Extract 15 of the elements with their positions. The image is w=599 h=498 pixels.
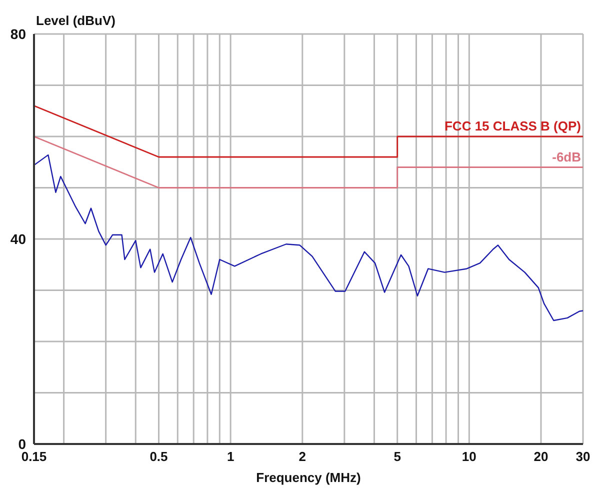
x-tick-label: 10 bbox=[462, 449, 476, 464]
y-tick-label: 0 bbox=[18, 436, 26, 452]
x-tick-label: 1 bbox=[226, 449, 234, 464]
x-axis-title: Frequency (MHz) bbox=[256, 470, 361, 485]
series-label: -6dB bbox=[552, 149, 581, 164]
x-tick-label: 30 bbox=[576, 449, 590, 464]
x-tick-label: 20 bbox=[534, 449, 548, 464]
x-tick-label: 2 bbox=[298, 449, 306, 464]
y-tick-label: 40 bbox=[10, 230, 26, 247]
x-tick-label: 5 bbox=[394, 449, 401, 464]
x-tick-label: 0.5 bbox=[150, 449, 168, 464]
series-label: FCC 15 CLASS B (QP) bbox=[444, 118, 581, 134]
x-tick-label: 0.15 bbox=[21, 449, 47, 464]
y-tick-label: 80 bbox=[10, 26, 26, 42]
y-axis-title: Level (dBuV) bbox=[36, 13, 116, 28]
